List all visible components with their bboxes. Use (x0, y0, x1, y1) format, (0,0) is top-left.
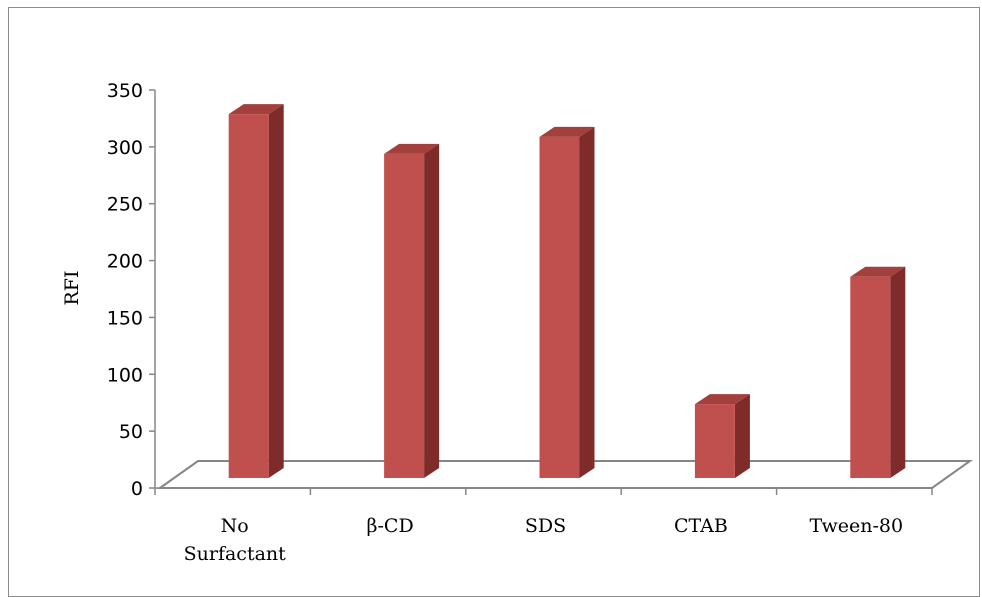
bar-top (539, 126, 595, 137)
x-category-label-line: Surfactant (184, 543, 287, 565)
bar (850, 266, 906, 478)
x-category-label: SDS (525, 515, 566, 537)
bar-front (694, 404, 735, 478)
y-tick-label: 100 (107, 364, 143, 386)
bar-front (850, 276, 891, 478)
x-category-label: β-CD (367, 515, 414, 537)
y-tick-label: 200 (107, 251, 143, 273)
y-axis: 0 50 100 150 200 250 300 350 (107, 80, 933, 500)
bar-side (424, 143, 440, 478)
x-category-label-line: SDS (525, 515, 566, 537)
y-tick-label: 250 (107, 194, 143, 216)
bar (228, 104, 284, 478)
bar-top (228, 104, 284, 115)
bars (228, 104, 906, 478)
y-axis-title: RFI (61, 271, 83, 306)
bar-front (384, 153, 425, 478)
y-tick-label: 50 (119, 421, 143, 443)
y-tick-label: 300 (107, 137, 143, 159)
x-category-label-line: Tween-80 (810, 515, 904, 537)
y-tick-label: 350 (107, 80, 143, 102)
x-category-label: CTAB (674, 515, 728, 537)
y-tick-label: 150 (107, 307, 143, 329)
bar-front (228, 114, 269, 478)
bar (539, 126, 595, 478)
bar (694, 394, 750, 478)
bar-side (734, 394, 750, 478)
bar-front (539, 136, 580, 478)
x-category-label-line: No (221, 515, 249, 537)
x-category-label-line: CTAB (674, 515, 728, 537)
category-labels: No Surfactant β-CD SDS CTAB Tween-80 (184, 515, 903, 565)
bar-side (579, 126, 595, 478)
y-tick-label: 0 (131, 478, 143, 500)
x-category-label: Tween-80 (810, 515, 904, 537)
bar-side (268, 104, 284, 478)
bar (384, 143, 440, 478)
bar-top (384, 143, 440, 154)
bar-top (850, 266, 906, 277)
bar-top (694, 394, 750, 405)
chart-frame (8, 7, 980, 597)
x-category-label-line: β-CD (367, 515, 414, 537)
bar-side (890, 266, 906, 478)
x-category-label: No Surfactant (184, 515, 287, 565)
